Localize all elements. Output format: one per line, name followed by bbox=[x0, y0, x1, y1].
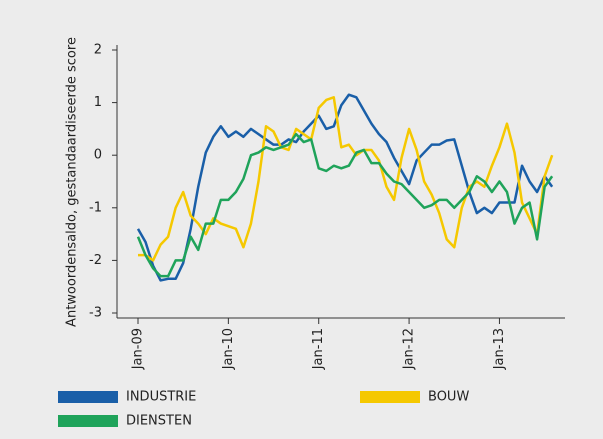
legend-label: INDUSTRIE bbox=[126, 390, 196, 405]
legend-label: DIENSTEN bbox=[126, 414, 192, 429]
legend-label: BOUW bbox=[428, 390, 469, 405]
y-tick-label: 1 bbox=[94, 95, 102, 110]
y-axis-label: Antwoordensaldo, gestandaardiseerde scor… bbox=[65, 37, 80, 327]
series-line bbox=[136, 132, 554, 278]
series-line bbox=[138, 96, 554, 262]
legend-swatch bbox=[360, 391, 420, 403]
x-tick-label: Jan-11 bbox=[311, 328, 326, 370]
y-tick-label: 0 bbox=[94, 148, 102, 163]
legend-swatch bbox=[58, 391, 118, 403]
x-tick-label: Jan-13 bbox=[492, 328, 507, 370]
legend-swatch bbox=[58, 415, 118, 427]
x-tick-label: Jan-09 bbox=[131, 328, 146, 370]
y-tick-label: -2 bbox=[89, 253, 102, 268]
y-tick-label: -3 bbox=[89, 306, 102, 321]
x-tick-label: Jan-10 bbox=[221, 328, 236, 370]
y-tick-label: -1 bbox=[89, 200, 102, 215]
series-line bbox=[136, 93, 554, 282]
x-tick-label: Jan-12 bbox=[402, 328, 417, 370]
y-tick-label: 2 bbox=[94, 43, 102, 58]
